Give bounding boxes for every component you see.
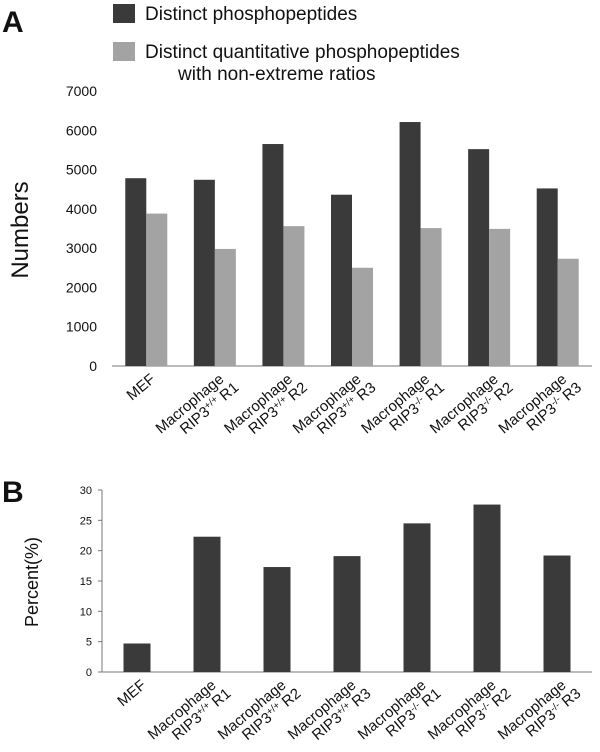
category-b-label-line-1: MEF	[114, 677, 149, 710]
y-axis-a: 0 1000 2000 3000 4000 5000 6000 7000	[66, 83, 97, 374]
bar-a-series-2	[352, 267, 373, 366]
category-b-label-1: MEF	[114, 677, 149, 710]
legend-swatch-series-1	[113, 4, 135, 23]
y-tick-label-b: 25	[80, 515, 92, 527]
y-axis-b: 0 5 10 15 20 25 30	[80, 485, 102, 679]
bar-a-series-1	[262, 144, 284, 366]
bar-b	[123, 643, 151, 672]
legend-swatch-series-2	[113, 42, 135, 61]
bar-b	[543, 555, 571, 672]
y-tick-label-a: 6000	[66, 122, 97, 138]
y-axis-label-b: Percent(%)	[22, 537, 42, 627]
y-tick-label-b: 0	[86, 667, 92, 679]
panel-b-letter: B	[2, 476, 24, 509]
bar-a-series-2	[146, 213, 168, 366]
bar-b	[193, 536, 221, 672]
panel-a-letter: A	[2, 6, 24, 39]
bar-a-series-1	[468, 149, 490, 366]
legend-label-series-2-line-1: Distinct quantitative phosphopeptides	[145, 42, 460, 63]
bar-a-series-1	[331, 194, 352, 366]
y-tick-label-b: 10	[80, 606, 92, 618]
y-axis-label-a: Numbers	[7, 181, 34, 278]
bar-a-series-1	[125, 178, 147, 366]
y-tick-label-a: 5000	[66, 162, 97, 178]
y-tick-label-a: 1000	[66, 319, 97, 335]
bar-a-series-2	[214, 248, 236, 366]
bar-a-series-2	[420, 228, 442, 366]
bar-a-series-1	[399, 122, 421, 367]
y-tick-label-a: 3000	[66, 240, 97, 256]
y-tick-label-a: 0	[89, 358, 97, 374]
y-tick-label-a: 7000	[66, 83, 97, 99]
bar-a-series-1	[536, 188, 558, 366]
bar-a-series-2	[557, 258, 579, 366]
y-tick-label-b: 5	[86, 637, 92, 649]
bar-a-series-2	[283, 226, 305, 366]
bar-a-series-1	[193, 179, 215, 366]
category-a-label-line-1: MEF	[124, 371, 159, 404]
bars-a	[125, 122, 579, 367]
bars-b	[123, 504, 571, 672]
y-tick-label-b: 20	[80, 546, 92, 558]
bar-b	[473, 504, 501, 672]
bar-a-series-2	[489, 228, 511, 366]
category-a-label-1: MEF	[124, 371, 159, 404]
y-tick-label-a: 2000	[66, 279, 97, 295]
bar-b	[263, 567, 291, 672]
y-tick-label-a: 4000	[66, 201, 97, 217]
panel-a: A Distinct phosphopeptides Distinct quan…	[2, 4, 592, 438]
y-tick-label-b: 15	[80, 576, 92, 588]
bar-b	[333, 556, 361, 672]
legend: Distinct phosphopeptides Distinct quanti…	[113, 4, 460, 85]
legend-label-series-1: Distinct phosphopeptides	[145, 4, 357, 25]
y-tick-label-b: 30	[80, 485, 92, 497]
legend-label-series-2-line-2: with non-extreme ratios	[177, 64, 375, 85]
bar-b	[403, 523, 431, 672]
